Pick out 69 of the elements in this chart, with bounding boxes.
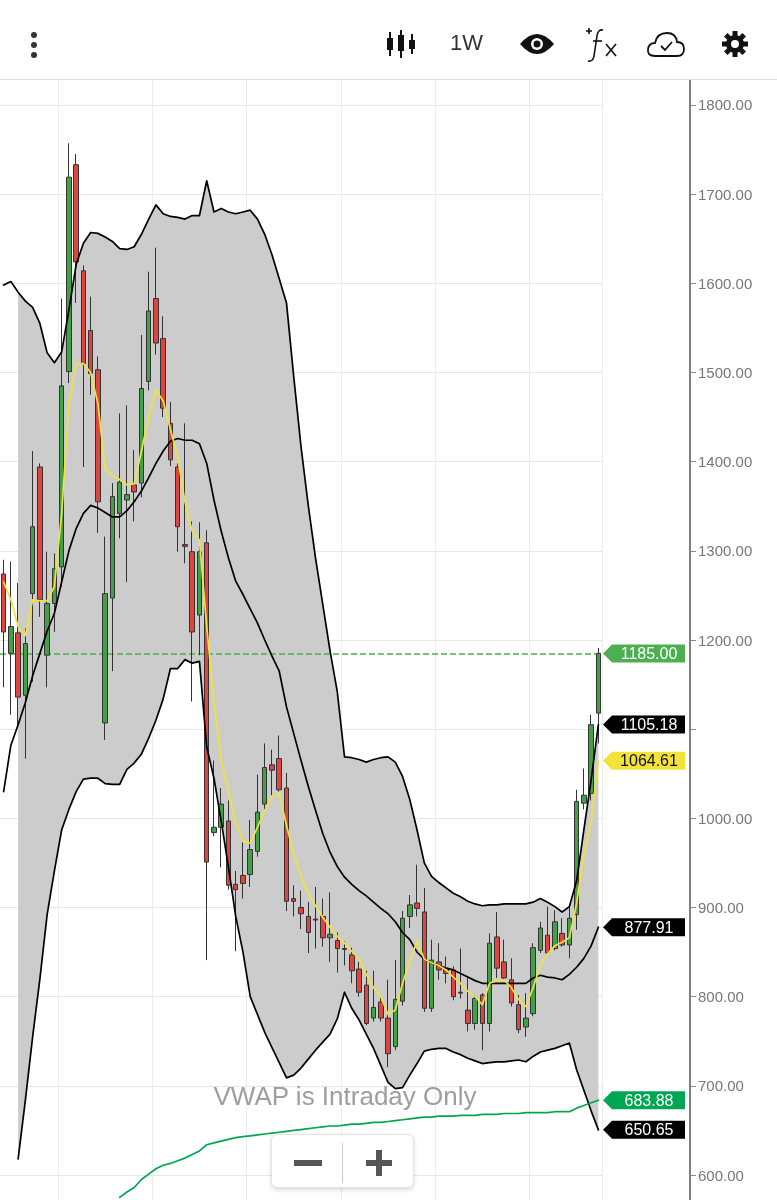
candlestick <box>117 413 122 539</box>
candlestick <box>306 901 311 954</box>
data-label: 1105.18 <box>620 716 678 734</box>
candlestick <box>189 520 195 703</box>
y-tick-label: 1200.00 <box>698 631 753 649</box>
y-tick-label: 1600.00 <box>698 274 753 292</box>
candlestick <box>102 536 108 741</box>
y-tick-label: 600.00 <box>698 1166 744 1184</box>
line-series <box>2 179 600 913</box>
candlestick <box>371 970 376 1023</box>
candlestick <box>131 449 137 522</box>
candlestick <box>146 271 151 391</box>
candlestick <box>530 942 536 1017</box>
candlestick <box>364 970 369 1026</box>
candlestick <box>523 992 529 1038</box>
y-tick-label: 1500.00 <box>698 363 753 381</box>
candlestick <box>139 334 144 498</box>
candlestick <box>247 819 253 888</box>
y-tick-label: 800.00 <box>698 988 744 1006</box>
candlestick <box>487 932 492 1032</box>
data-label: 877.91 <box>624 918 674 936</box>
candlestick <box>110 482 115 672</box>
line-series <box>17 658 600 1160</box>
candlestick <box>335 931 340 974</box>
candlestick <box>458 948 463 999</box>
candlestick <box>393 959 398 1051</box>
candlestick <box>95 355 101 534</box>
data-label: 650.65 <box>624 1121 674 1139</box>
candlestick <box>255 774 260 858</box>
candlestick <box>545 906 550 956</box>
candlestick <box>124 404 130 583</box>
candlestick <box>1 559 6 688</box>
candlestick <box>284 772 289 912</box>
candlestick <box>23 627 28 760</box>
data-label: 683.88 <box>624 1091 674 1109</box>
candlestick <box>429 939 434 1013</box>
candlestick <box>81 264 86 468</box>
y-tick-label: 1700.00 <box>698 185 753 203</box>
candlestick <box>37 462 43 618</box>
line-series <box>2 362 600 1016</box>
candlestick <box>204 529 209 961</box>
candlestick <box>298 890 304 930</box>
y-tick-label: 1800.00 <box>698 96 753 114</box>
y-tick-label: 900.00 <box>698 899 744 917</box>
candlestick <box>233 870 238 952</box>
candlestick <box>516 994 521 1034</box>
y-tick-label: 1000.00 <box>698 809 753 827</box>
candlestick <box>313 886 318 950</box>
candlestick <box>262 742 267 810</box>
candlestick <box>175 462 180 553</box>
candlestick <box>596 647 601 744</box>
data-label: 1064.61 <box>620 752 679 770</box>
candlestick <box>342 940 347 966</box>
y-tick-label: 1400.00 <box>698 453 753 471</box>
candlestick <box>291 884 296 917</box>
candlestick <box>182 422 188 564</box>
candlestick <box>44 551 50 688</box>
line-series <box>2 437 600 985</box>
text: 1W <box>450 30 483 56</box>
candlestick <box>88 296 93 396</box>
candlestick <box>538 921 543 954</box>
y-tick-label: 1300.00 <box>698 542 753 560</box>
annotation: VWAP is Intraday Only <box>213 1081 477 1111</box>
candlestick <box>240 841 246 900</box>
candlestick <box>30 450 35 683</box>
y-tick-label: 700.00 <box>698 1077 744 1095</box>
candlestick <box>422 887 427 1013</box>
candlestick <box>581 767 587 810</box>
ref-line-label: 1185.00 <box>620 644 678 662</box>
